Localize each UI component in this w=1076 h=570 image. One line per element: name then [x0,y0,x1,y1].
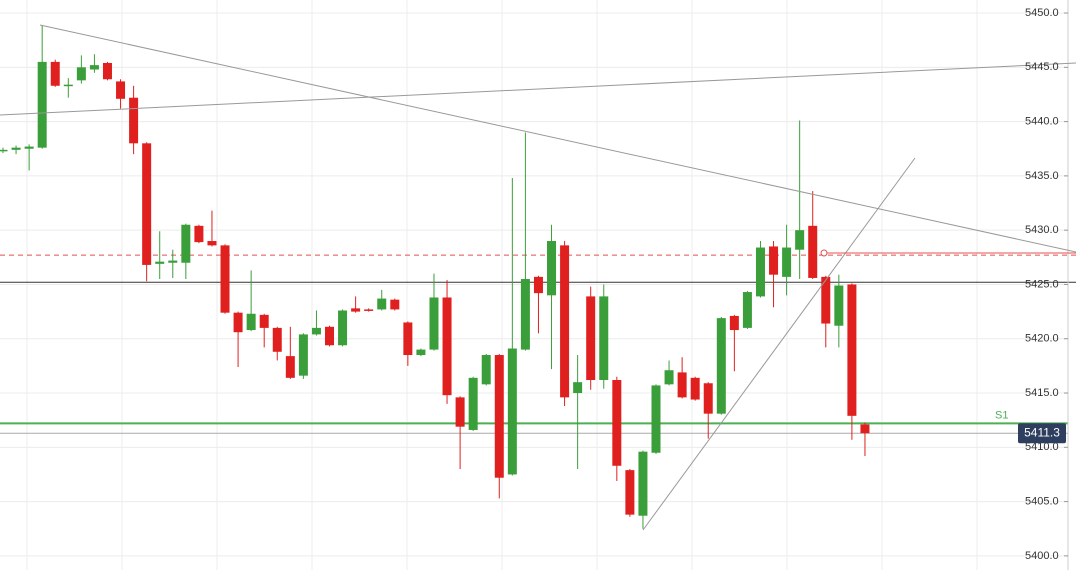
candle-body [416,349,426,356]
candle-body [37,61,47,148]
candle-body [625,470,635,515]
candle-body [76,67,86,81]
candle-body [599,296,609,380]
candle-body [403,322,413,356]
candle-body [716,318,726,414]
candle-body [168,260,178,263]
candle-body [690,377,700,400]
y-tick-label: 5405.0 [1025,496,1059,508]
candle-body [468,377,478,430]
candle-body [377,298,387,310]
y-tick-label: 5440.0 [1025,116,1059,128]
support-label: S1 [995,409,1008,421]
candle-body [129,97,139,144]
candle-body [769,246,779,275]
candle-body [808,225,818,278]
trend-line [39,24,1076,253]
candle-body [233,312,243,333]
candle-body [755,247,765,297]
candle-body [847,284,857,416]
y-tick-label: 5420.0 [1025,333,1059,345]
candle-body [220,245,230,313]
y-tick-label: 5435.0 [1025,170,1059,182]
candle-body [142,143,152,265]
last-price-box [1018,423,1066,444]
candle-body [11,147,21,150]
y-tick-label: 5410.0 [1025,441,1059,453]
candle-body [272,327,282,352]
candle-body [703,383,713,414]
candle-body [586,296,596,380]
y-tick-label: 5400.0 [1025,550,1059,562]
candle-body [651,385,661,453]
candle-body [481,355,491,385]
candle-body [311,327,321,335]
candle-body [0,149,8,152]
candle-body [63,84,73,87]
trend-line [0,62,1076,116]
candle-body [795,230,805,250]
candle-body [181,224,191,263]
candle-body [390,299,400,310]
y-tick-label: 5445.0 [1025,61,1059,73]
candle-body [664,370,674,385]
candle-body [782,247,792,277]
candle-body [573,382,583,394]
y-tick-label: 5450.0 [1025,7,1059,19]
candle-body [338,310,348,346]
candle-body [612,380,622,466]
candle-body [560,245,570,398]
candle-body [821,276,831,324]
candle-body [547,241,557,296]
last-price-label: 5411.3 [1024,425,1060,439]
y-tick-label: 5425.0 [1025,278,1059,290]
candle-body [194,225,204,243]
candle-body [742,292,752,328]
candle-body [729,315,739,331]
candle-body [116,81,126,99]
candle-body [364,309,374,311]
candle-body [259,314,269,328]
alert-marker [820,249,828,257]
candle-body [834,285,844,326]
candle-body [24,146,34,149]
candle-body [50,61,60,86]
candle-body [494,355,504,478]
candle-body [102,62,112,80]
candle-body [207,241,217,246]
candle-body [155,261,165,264]
candle-body [455,397,465,427]
candle-body [860,424,870,434]
candle-body [533,276,543,294]
candle-body [285,356,295,378]
candle-body [442,297,452,396]
candle-body [677,372,687,398]
trend-line [642,157,916,531]
y-tick-label: 5415.0 [1025,387,1059,399]
y-tick-label: 5430.0 [1025,224,1059,236]
candle-body [429,297,439,350]
candle-body [325,326,334,346]
candle-body [89,65,99,70]
candle-body [351,308,361,312]
candle-body [520,279,530,350]
candle-body [246,313,256,331]
plot-area [0,24,870,529]
candle-body [507,348,517,475]
candle-body [298,334,308,376]
candle-body [638,451,648,516]
